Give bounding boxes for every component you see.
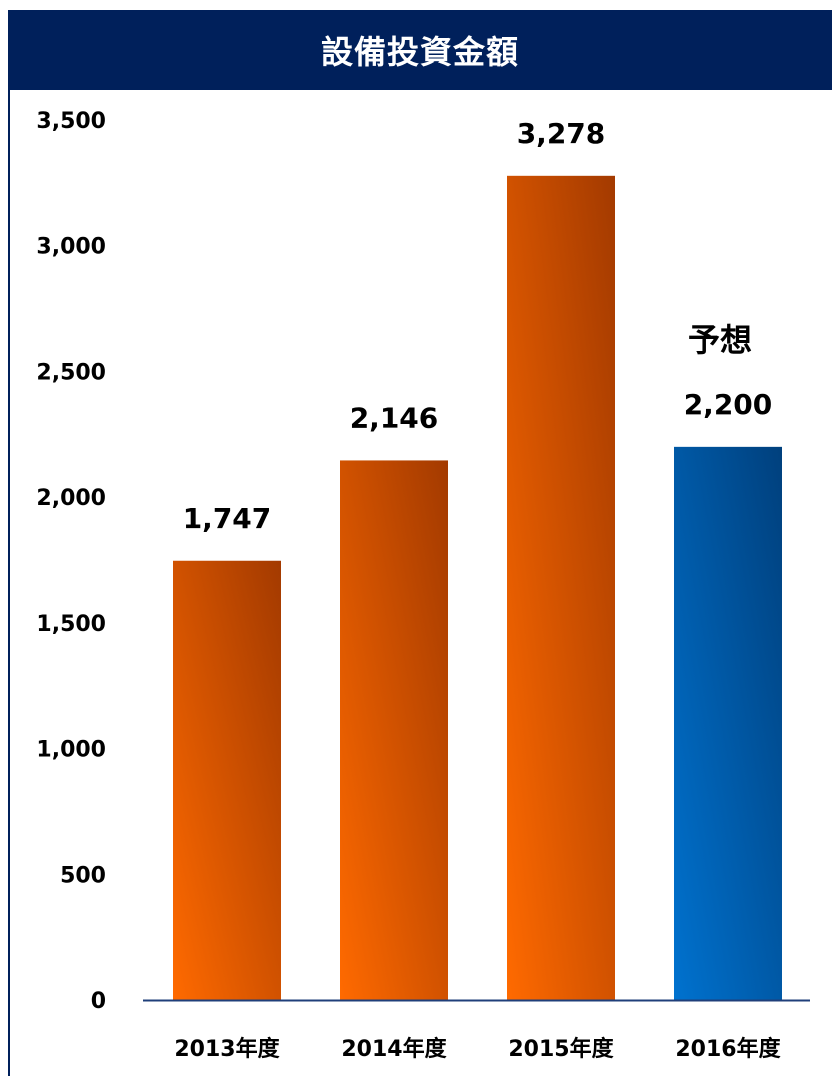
y-tick-label: 3,500 xyxy=(36,109,106,134)
y-tick-label: 0 xyxy=(91,989,106,1014)
y-tick-label: 2,000 xyxy=(36,486,106,511)
bar-value-label: 3,278 xyxy=(517,117,606,150)
bar-2014年度 xyxy=(340,460,448,1000)
category-labels: 2013年度 2014年度 2015年度 2016年度 xyxy=(174,1036,781,1062)
chart-title: 設備投資金額 xyxy=(320,33,519,71)
bars xyxy=(173,175,782,1000)
y-tick-label: 500 xyxy=(60,863,106,888)
bar-2015年度 xyxy=(507,175,615,1000)
x-category-label: 2013年度 xyxy=(174,1036,280,1062)
frame-left-border xyxy=(8,90,10,1076)
y-axis-ticks: 0 500 1,000 1,500 2,000 2,500 3,000 3,500 xyxy=(36,109,106,1014)
x-category-label: 2014年度 xyxy=(341,1036,447,1062)
y-tick-label: 3,000 xyxy=(36,235,106,260)
forecast-note-label: 予想 xyxy=(688,321,752,359)
y-tick-label: 1,000 xyxy=(36,738,106,763)
bar-value-label: 2,146 xyxy=(350,401,439,434)
y-tick-label: 2,500 xyxy=(36,360,106,385)
bar-value-label: 2,200 xyxy=(684,388,773,421)
bar-value-label: 1,747 xyxy=(183,502,272,535)
value-labels: 1,747 2,146 3,278 2,200 予想 xyxy=(183,117,773,535)
x-category-label: 2016年度 xyxy=(675,1036,781,1062)
chart-title-bar: 設備投資金額 xyxy=(8,10,832,90)
bar-2016年度 xyxy=(674,446,782,1000)
y-tick-label: 1,500 xyxy=(36,612,106,637)
x-category-label: 2015年度 xyxy=(508,1036,614,1062)
bar-2013年度 xyxy=(173,560,281,1000)
